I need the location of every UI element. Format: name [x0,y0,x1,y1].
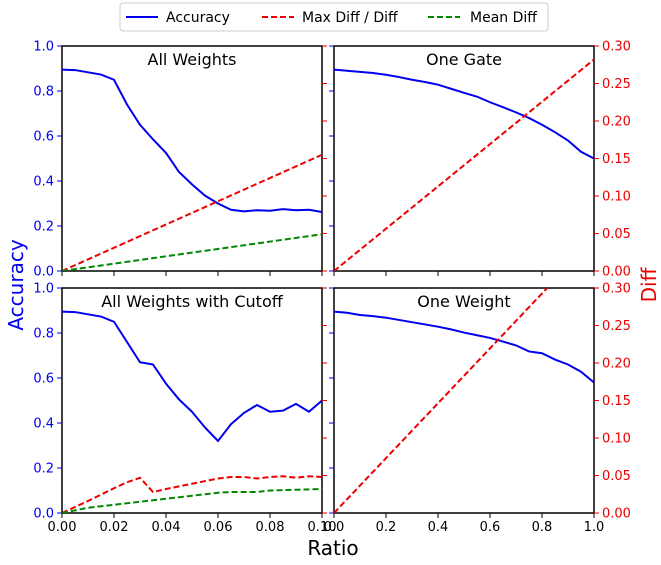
y-axis-label-right: Diff [637,266,661,302]
legend-label-meandiff: Mean Diff [470,10,537,26]
x-tick-label: 0.04 [152,520,181,535]
y-right-tick-label: 0.15 [602,152,631,167]
y-left-tick-label: 1.0 [33,282,54,297]
x-tick-label: 0.2 [376,520,397,535]
accuracy-line [334,310,594,384]
y-left-tick-label: 0.0 [33,265,54,280]
y-left-tick-label: 0.4 [33,417,54,432]
y-right-tick-label: 0.25 [602,319,631,334]
legend: Accuracy Max Diff / Diff Mean Diff [119,2,549,32]
max-diff-line [62,153,322,271]
y-right-tick-label: 0.00 [602,507,631,522]
y-left-tick-label: 1.0 [33,40,54,55]
max-diff-line [334,58,594,271]
y-left-tick-label: 0.2 [33,220,54,235]
panel-one-weight: 0.0 0.2 0.4 0.6 0.8 1.00.00 0.05 0.10 0.15 0.20 0.… [324,282,631,536]
panel-frame [61,45,323,272]
panel-title: All Weights [148,50,237,69]
y-left-tick-label: 0.2 [33,462,54,477]
y-right-tick-label: 0.15 [602,394,631,409]
y-right-tick-label: 0.10 [602,190,631,205]
x-tick-label: 0.8 [532,520,553,535]
max-diff-line [334,288,548,513]
legend-frame [119,2,549,32]
y-right-tick-label: 0.00 [602,265,631,280]
accuracy-line [62,68,322,214]
panel-all-weights: 0.0 0.2 0.4 0.6 0.8 1.0 All Weights [33,40,327,280]
y-right-tick-label: 0.05 [602,469,631,484]
legend-label-accuracy: Accuracy [166,10,230,26]
x-tick-label: 0.00 [48,520,77,535]
panel-frame [333,287,595,514]
panel-frame [61,287,323,514]
y-axis-label-left: Accuracy [4,239,28,330]
x-tick-label: 0.06 [204,520,233,535]
x-tick-label: 0.10 [308,520,337,535]
y-left-tick-label: 0.8 [33,327,54,342]
y-left-tick-label: 0.4 [33,175,54,190]
x-axis-label: Ratio [307,536,358,560]
legend-label-maxdiff: Max Diff / Diff [302,10,398,26]
x-tick-label: 1.0 [584,520,605,535]
x-tick-label: 0.08 [256,520,285,535]
y-right-tick-label: 0.20 [602,357,631,372]
panel-all-weights-cutoff: 0.00 0.02 0.04 0.06 0.08 0.10 0.0 0.2 0.4 0.6 0.8 1… [33,282,336,536]
y-right-tick-label: 0.05 [602,227,631,242]
y-left-tick-label: 0.6 [33,372,54,387]
mean-diff-line [62,488,322,513]
panel-title: One Weight [417,292,510,311]
y-right-tick-label: 0.20 [602,115,631,130]
mean-diff-line [62,233,322,271]
x-tick-label: 0.0 [324,520,345,535]
x-tick-label: 0.02 [100,520,129,535]
x-tick-label: 0.4 [428,520,449,535]
y-left-tick-label: 0.0 [33,507,54,522]
y-right-tick-label: 0.30 [602,40,631,55]
y-right-tick-label: 0.10 [602,432,631,447]
panel-frame [333,45,595,272]
accuracy-line [334,68,594,160]
y-right-tick-label: 0.25 [602,77,631,92]
max-diff-line [62,475,322,513]
y-right-tick-label: 0.30 [602,282,631,297]
panel-title: All Weights with Cutoff [101,292,283,311]
panel-one-gate: 0.00 0.05 0.10 0.15 0.20 0.25 0.30 One Gate [329,40,631,280]
panel-title: One Gate [426,50,502,69]
y-left-tick-label: 0.8 [33,85,54,100]
y-left-tick-label: 0.6 [33,130,54,145]
accuracy-line [62,310,322,443]
x-tick-label: 0.6 [480,520,501,535]
